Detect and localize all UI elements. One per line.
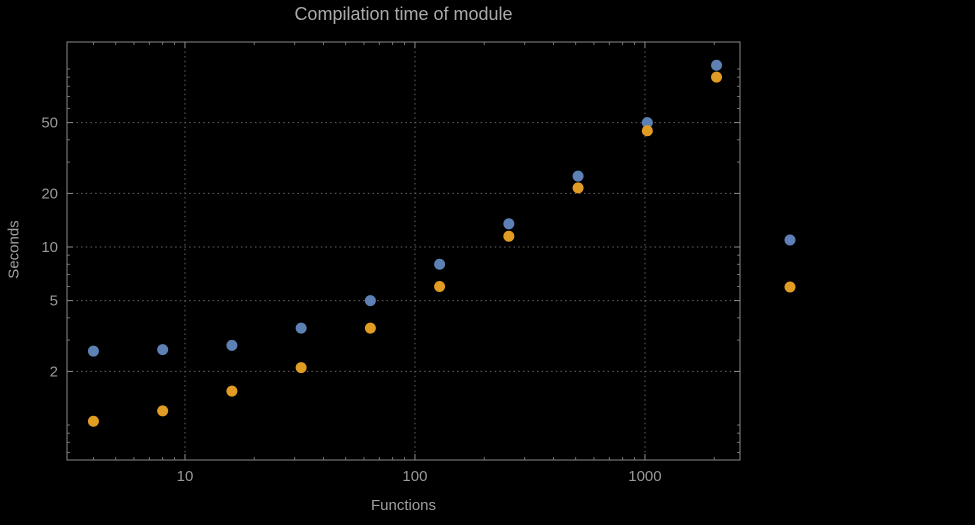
data-point-series-blue	[711, 59, 723, 71]
y-tick-label: 20	[41, 185, 58, 202]
plot-frame	[66, 41, 741, 461]
data-point-series-orange	[434, 280, 446, 292]
legend-marker-orange	[784, 281, 796, 293]
data-point-series-orange	[157, 405, 169, 417]
data-point-series-orange	[87, 415, 99, 427]
chart-title: Compilation time of module	[294, 4, 513, 24]
data-point-series-orange	[364, 322, 376, 334]
y-tick-label: 50	[41, 115, 58, 132]
x-axis-label: Functions	[370, 497, 437, 514]
data-point-series-blue	[434, 258, 446, 270]
x-tick-label: 10	[177, 468, 194, 485]
data-point-series-blue	[295, 322, 307, 334]
y-axis-label: Seconds	[5, 220, 23, 279]
data-point-series-orange	[503, 230, 515, 242]
y-tick-label: 10	[41, 239, 58, 256]
data-point-series-blue	[572, 170, 584, 182]
y-tick-label: 5	[50, 293, 58, 310]
data-point-series-orange	[226, 385, 238, 397]
data-point-series-blue	[364, 295, 376, 307]
x-tick-label: 100	[402, 468, 427, 485]
data-point-series-blue	[157, 344, 169, 356]
x-tick-label: 1000	[628, 468, 661, 485]
data-point-series-orange	[641, 125, 653, 137]
legend-marker-blue	[784, 234, 796, 246]
y-tick-label: 2	[50, 363, 58, 380]
data-point-series-blue	[503, 218, 515, 230]
data-point-series-orange	[711, 71, 723, 83]
data-point-series-blue	[87, 345, 99, 357]
data-point-series-orange	[572, 182, 584, 194]
data-point-series-orange	[295, 362, 307, 374]
data-point-series-blue	[641, 117, 653, 129]
data-point-series-blue	[226, 339, 238, 351]
